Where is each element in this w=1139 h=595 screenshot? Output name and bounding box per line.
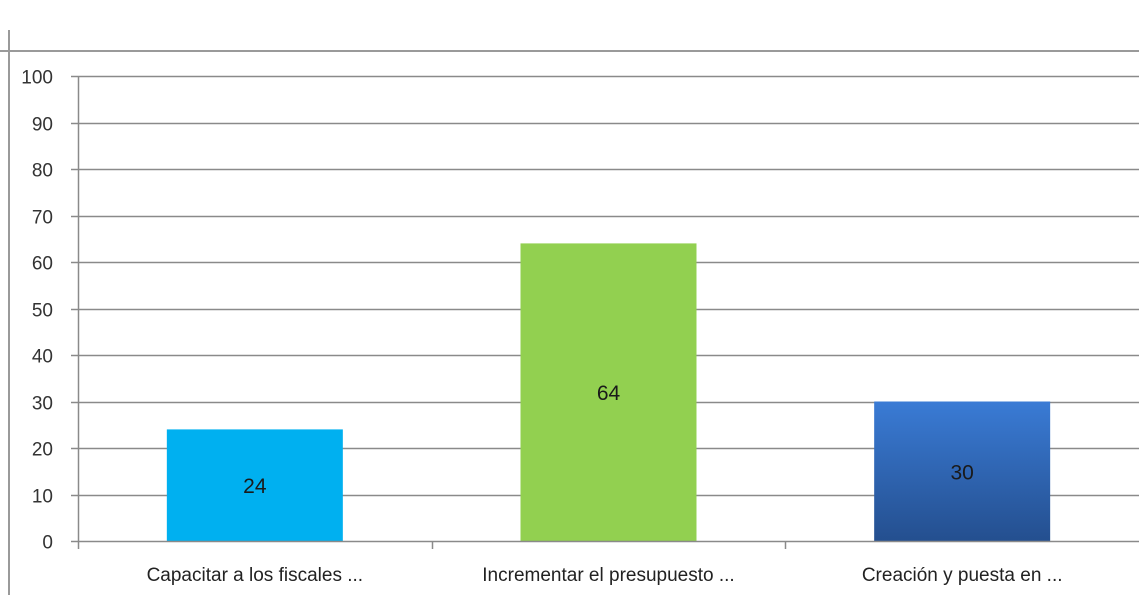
bar-3 (874, 401, 1051, 541)
data-label-1: 24 (243, 475, 267, 498)
bar-2 (520, 243, 697, 541)
x-axis-category-labels: Capacitar a los fiscales ... Incrementar … (147, 565, 1063, 586)
category-label-2: Incrementar el presupuesto ... (482, 565, 734, 586)
y-tick-label: 40 (32, 347, 53, 368)
category-label-3: Creación y puesta en ... (862, 565, 1063, 586)
y-tick-label: 90 (32, 115, 53, 136)
y-tick-label: 0 (42, 533, 53, 554)
category-label-1: Capacitar a los fiscales ... (147, 565, 363, 586)
x-axis (77, 540, 1139, 549)
y-tick-label: 60 (32, 254, 53, 275)
y-tick-label: 30 (32, 394, 53, 415)
y-axis-tick-labels: 0 10 20 30 40 50 60 70 80 90 100 (21, 68, 53, 554)
bars (166, 243, 1051, 541)
y-tick-label: 20 (32, 440, 53, 461)
data-label-3: 30 (950, 461, 973, 484)
y-tick-label: 100 (21, 68, 53, 89)
data-label-2: 64 (597, 382, 621, 405)
y-tick-label: 50 (32, 301, 53, 322)
y-tick-label: 80 (32, 161, 53, 182)
bar-1 (166, 429, 343, 541)
chart-frame-lines (0, 30, 1139, 595)
bar-data-labels: 24 64 30 (243, 382, 974, 498)
y-tick-label: 70 (32, 208, 53, 229)
y-tick-label: 10 (32, 487, 53, 508)
